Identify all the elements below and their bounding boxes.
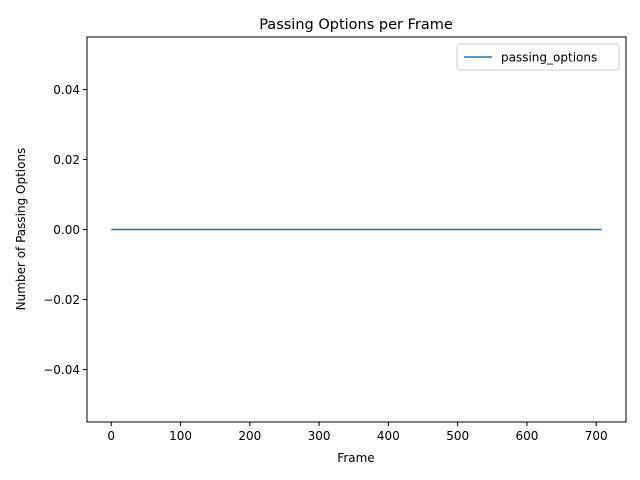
- y-axis: −0.04 −0.02 0.00 0.02 0.04: [43, 83, 87, 377]
- y-tick-label: −0.04: [43, 363, 80, 377]
- y-tick-label: 0.02: [53, 153, 80, 167]
- x-tick-label: 600: [515, 429, 538, 443]
- x-tick-label: 200: [238, 429, 261, 443]
- x-tick-label: 400: [377, 429, 400, 443]
- x-axis: 0 100 200 300 400 500 600 700: [107, 422, 608, 443]
- legend-label: passing_options: [501, 51, 597, 65]
- x-tick-label: 300: [308, 429, 331, 443]
- x-axis-label: Frame: [337, 451, 374, 465]
- x-tick-label: 0: [107, 429, 115, 443]
- x-tick-label: 700: [585, 429, 608, 443]
- y-tick-label: 0.00: [53, 223, 80, 237]
- legend-box: [456, 43, 620, 71]
- legend: passing_options: [456, 43, 620, 71]
- x-tick-label: 100: [169, 429, 192, 443]
- y-tick-label: −0.02: [43, 293, 80, 307]
- y-tick-label: 0.04: [53, 83, 80, 97]
- y-axis-label: Number of Passing Options: [14, 148, 28, 311]
- x-tick-label: 500: [446, 429, 469, 443]
- chart-title: Passing Options per Frame: [259, 17, 453, 33]
